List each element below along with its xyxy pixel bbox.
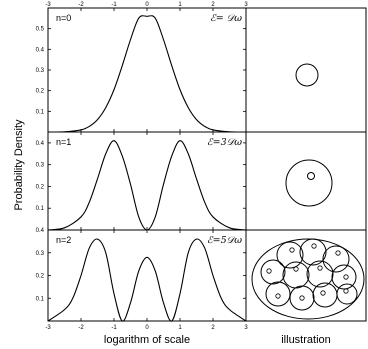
y-axis-title: Probability Density <box>13 119 25 211</box>
outer-circle <box>285 159 333 207</box>
x-tick-label-top: 0 <box>145 2 149 8</box>
single-circle <box>295 63 319 87</box>
y-tick-label: 0.3 <box>36 163 45 169</box>
cluster-dot <box>266 268 272 274</box>
panel-n1: 0.1 0.2 0.3 0.4 n=1 ℰ=3𝒟ω <box>36 132 247 231</box>
state-label: n=1 <box>56 137 71 147</box>
x-tick-label-bottom: -2 <box>78 325 84 331</box>
illustration-title: illustration <box>281 334 331 346</box>
x-tick-label-bottom: -3 <box>45 325 51 331</box>
y-tick-label: 0.1 <box>36 206 45 212</box>
cluster-dot <box>311 243 317 249</box>
illustration-n0 <box>295 63 319 87</box>
x-tick-label-top: 2 <box>211 2 215 8</box>
energy-label: ℰ=3𝒟ω <box>207 137 242 148</box>
x-axis-bottom-ticks: -3 -2 -1 0 1 2 3 <box>45 325 248 331</box>
cluster-dot <box>275 293 281 299</box>
y-tick-label: 0.1 <box>36 109 45 115</box>
cluster-circle <box>306 260 334 288</box>
x-tick-label-top: -1 <box>111 2 117 8</box>
x-tick-label-bottom: 1 <box>178 325 182 331</box>
figure-frame <box>47 7 367 322</box>
x-tick-label-bottom: -1 <box>111 325 117 331</box>
y-tick-label: 0.4 <box>36 47 45 53</box>
y-tick-label: 0.4 <box>36 228 45 234</box>
cluster-circle <box>265 281 291 307</box>
illustration-n1 <box>285 159 333 207</box>
x-axis-top-ticks: -3 -2 -1 0 1 2 3 <box>45 2 248 8</box>
cluster-dot <box>320 290 326 296</box>
illustration-n2 <box>251 238 365 320</box>
x-tick-label-bottom: 2 <box>211 325 215 331</box>
x-tick-label-bottom: 0 <box>145 325 149 331</box>
x-tick-label-top: 1 <box>178 2 182 8</box>
x-tick-label-bottom: 3 <box>244 325 248 331</box>
cluster-dot <box>335 250 341 256</box>
density-curve <box>47 15 247 133</box>
density-curve <box>47 140 247 231</box>
cluster-circle <box>336 283 358 305</box>
state-label: n=2 <box>56 235 71 245</box>
cluster-dot <box>299 295 305 301</box>
inner-circle <box>307 172 315 180</box>
y-tick-label: 0.1 <box>36 296 45 302</box>
cluster-circle <box>276 241 304 269</box>
cluster-circle <box>322 245 350 273</box>
y-tick-label: 0.5 <box>36 27 45 33</box>
outer-ellipse <box>251 238 365 320</box>
cluster-circle <box>331 264 357 290</box>
x-tick-label-top: -3 <box>45 2 51 8</box>
x-tick-label-top: 3 <box>244 2 248 8</box>
cluster-dot <box>293 266 299 272</box>
y-tick-label: 0.4 <box>36 141 45 147</box>
cluster-dot <box>343 288 349 294</box>
y-tick-label: 0.2 <box>36 89 45 95</box>
state-label: n=0 <box>56 13 71 23</box>
cluster-dot <box>289 247 295 253</box>
x-axis-title: logarithm of scale <box>104 334 190 346</box>
y-tick-label: 0.3 <box>36 251 45 257</box>
panel-n0: 0.1 0.2 0.3 0.4 0.5 n=0 ℰ= 𝒟ω <box>36 8 247 133</box>
x-tick-label-top: -2 <box>78 2 84 8</box>
panel-n2: 0.1 0.2 0.3 0.4 n=2 ℰ=5𝒟ω <box>36 228 247 322</box>
density-curve <box>47 238 247 322</box>
energy-label: ℰ=5𝒟ω <box>207 235 242 246</box>
cluster-circle <box>299 238 327 266</box>
y-tick-label: 0.2 <box>36 274 45 280</box>
cluster-circle <box>260 259 286 285</box>
cluster-dot <box>317 265 323 271</box>
cluster-circle <box>289 285 315 311</box>
cluster-circle <box>312 282 338 308</box>
energy-label: ℰ= 𝒟ω <box>210 13 242 24</box>
y-tick-label: 0.2 <box>36 184 45 190</box>
y-tick-label: 0.3 <box>36 68 45 74</box>
cluster-dot <box>343 274 349 280</box>
cluster-circle <box>282 261 310 289</box>
